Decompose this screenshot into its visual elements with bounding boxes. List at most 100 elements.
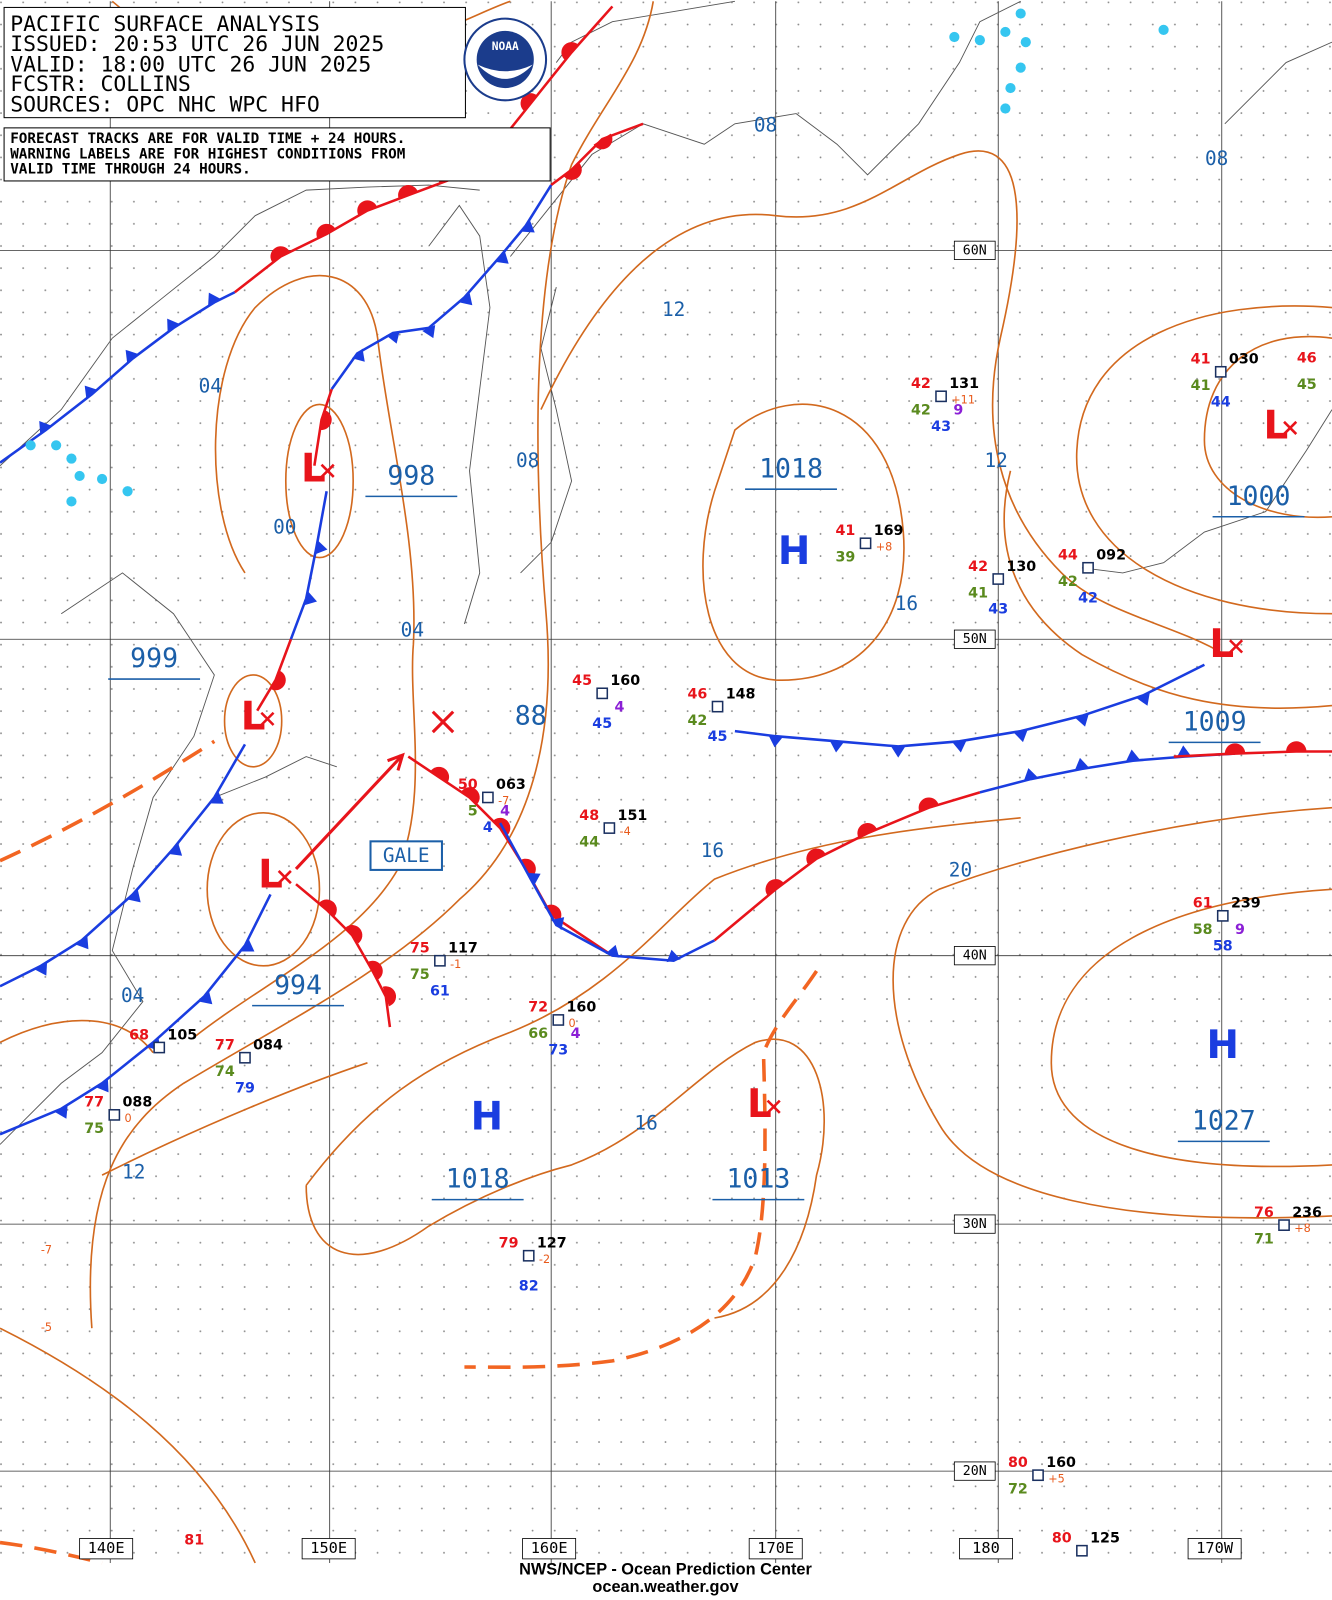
station-tendency: 0 [125,1112,132,1125]
station-marker [1216,909,1229,922]
logo-text: NOAA [492,40,519,53]
station-dewpoint: 41 [1191,378,1211,394]
station-sea: 79 [235,1080,255,1096]
isobar-label: 04 [401,619,424,642]
header-line: FCSTR: COLLINS [10,72,191,97]
station-tendency: +11 [951,393,975,406]
station-dewpoint: 71 [1254,1231,1274,1247]
isobar-label: 88 [515,700,547,731]
center-x [320,463,335,478]
isobar-label: 12 [985,449,1008,472]
station-sea: 4 [483,820,493,836]
station-visibility: 4 [614,700,624,716]
station-tendency: 0 [569,1017,576,1030]
center-symbol: H [1207,1023,1239,1068]
footer-agency: NWS/NCEP - Ocean Prediction Center [519,1560,812,1578]
station-pressure: 151 [618,808,648,824]
station-marker [552,1014,565,1026]
station-pressure: 030 [1229,352,1259,368]
center-pressure: 1018 [759,453,823,484]
station-sea: 73 [548,1043,568,1059]
station-marker [1032,1469,1044,1482]
station-temp: 79 [499,1235,519,1251]
station-temp: 50 [458,777,478,793]
station-dewpoint: 75 [410,967,430,983]
station-marker [108,1109,121,1121]
lat-label-box [953,946,996,966]
center-x [1229,639,1244,654]
station-tendency: -2 [539,1253,550,1266]
isobar-label: 20 [949,858,972,881]
center-pressure: 1027 [1192,1106,1256,1137]
minor-grid [0,1,1332,1563]
lat-label-box [953,1461,996,1481]
isobar-label: 12 [662,298,685,321]
station-pressure: 117 [448,941,478,957]
station-pressure: 131 [949,376,979,392]
note-line: WARNING LABELS ARE FOR HIGHEST CONDITION… [10,146,405,162]
station-temp: 80 [1008,1455,1028,1471]
station-dewpoint: 45 [1297,377,1317,393]
station-sea: 43 [988,602,1008,618]
station-pressure: 169 [874,523,904,539]
station-marker [482,791,494,804]
footer-url: ocean.weather.gov [592,1578,739,1596]
station-dewpoint: 66 [528,1026,548,1042]
station-tendency: +5 [1048,1472,1065,1485]
center-x [277,870,292,885]
station-temp: 48 [579,808,599,824]
station-pressure: 160 [610,673,640,689]
station-marker [1278,1219,1290,1231]
station-sea: 82 [519,1278,539,1294]
snow-dots [25,8,1169,507]
center-x [260,711,275,726]
station-tendency: -5 [41,1321,52,1334]
fronts [0,5,1332,1565]
station-marker [603,822,616,834]
isobar-label: 08 [754,113,777,136]
station-sea: 42 [1078,590,1098,606]
isobar-label: 08 [1205,147,1228,170]
station-temp: 41 [1191,352,1211,368]
lon-label: 160E [531,1539,568,1557]
station-sea: 45 [592,716,612,732]
station-pressure: 063 [496,777,526,793]
station-dewpoint: 44 [579,834,599,850]
center-x [766,1099,781,1114]
station-marker [935,390,947,403]
lat-label: 20N [963,1464,987,1479]
station-temp: 44 [1058,548,1078,564]
station-visibility: 4 [500,804,510,820]
lat-label-box [953,629,996,649]
station-dewpoint: 5 [468,804,478,820]
station-dewpoint: 42 [1058,574,1078,590]
isobar-label: 16 [634,1112,657,1135]
station-dewpoint: 75 [84,1121,104,1137]
station-sea: 58 [1213,938,1233,954]
station-tendency: +8 [876,540,893,553]
station-dewpoint: 72 [1008,1481,1028,1497]
lat-label: 60N [963,243,987,258]
station-sea: 43 [931,419,951,435]
center-symbol: L [747,1082,772,1127]
center-symbol: L [258,853,283,898]
station-marker [1076,1544,1088,1557]
station-temp: 61 [1193,896,1213,912]
station-temp: 80 [1052,1530,1072,1546]
station-temp: 77 [215,1037,235,1053]
station-pressure: 125 [1090,1530,1120,1546]
station-pressure: 105 [167,1027,197,1043]
lon-label-box [1187,1538,1242,1560]
station-dewpoint: 42 [687,713,707,729]
station-tendency: -7 [41,1244,52,1257]
center-pressure: 1009 [1183,706,1247,737]
isobar-label: 04 [199,375,222,398]
station-temp: 77 [84,1095,104,1111]
station-marker [596,687,609,700]
header-line: SOURCES: OPC NHC WPC HFO [10,92,320,117]
station-tendency: -7 [498,795,509,808]
station-pressure: 148 [726,686,756,702]
isobar-label: 16 [895,592,918,615]
station-pressure: 084 [253,1037,283,1053]
station-marker [1082,561,1094,574]
